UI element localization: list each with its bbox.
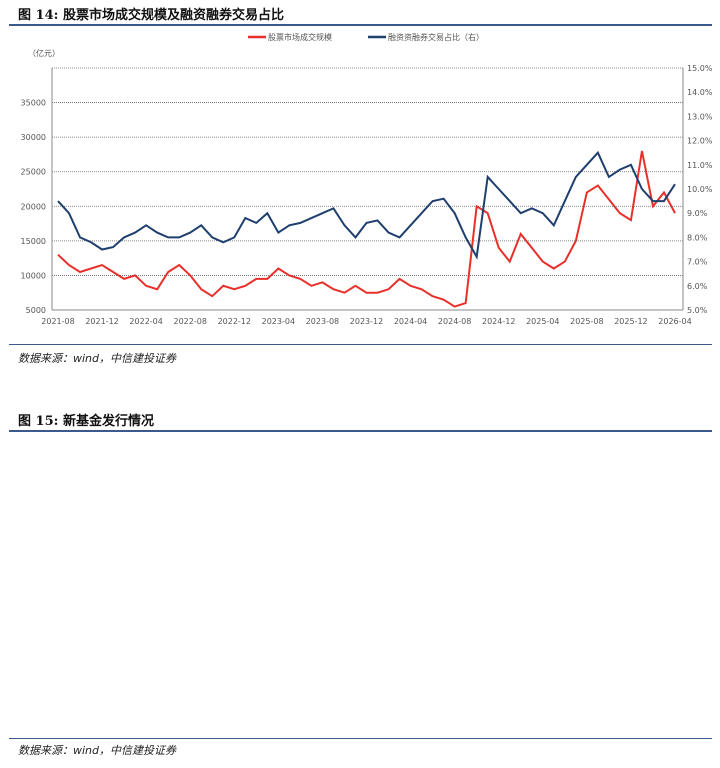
figure15-title: 图 15: 新基金发行情况 <box>18 414 154 429</box>
x-tick-label: 2021-08 <box>41 317 74 325</box>
y-tick-label: 20000 <box>21 202 46 211</box>
y-tick-label: 25000 <box>21 168 46 177</box>
x-tick-label: 2024-08 <box>438 317 471 325</box>
y-right-tick-label: 8.0% <box>687 233 708 242</box>
y-right-tick-label: 9.0% <box>687 209 708 218</box>
divider <box>9 344 712 345</box>
y-tick-label: 10000 <box>21 271 46 280</box>
y-tick-label: 30000 <box>21 133 46 142</box>
divider <box>9 430 712 432</box>
x-tick-label: 2025-08 <box>570 317 603 325</box>
y-right-tick-label: 15.0% <box>687 64 713 73</box>
x-tick-label: 2024-04 <box>394 317 427 325</box>
figure15-chart: 0204060801001201401602002202402602803003… <box>0 0 720 330</box>
figure15-source: 数据来源：wind，中信建投证券 <box>18 744 177 757</box>
x-tick-label: 2023-12 <box>350 317 383 325</box>
x-tick-label: 2025-04 <box>526 317 559 325</box>
x-tick-label: 2023-08 <box>306 317 339 325</box>
unit-label: （亿元） <box>28 48 60 58</box>
y-right-tick-label: 6.0% <box>687 282 708 291</box>
x-tick-label: 2022-08 <box>173 317 206 325</box>
y-right-tick-label: 13.0% <box>687 112 713 121</box>
margin-ratio-line <box>57 150 676 260</box>
x-tick-label: 2026-04 <box>658 317 691 325</box>
y-tick-label: 15000 <box>21 237 46 246</box>
y-right-tick-label: 14.0% <box>687 88 713 97</box>
figure14-source: 数据来源：wind，中信建投证券 <box>18 352 177 365</box>
x-tick-label: 2023-04 <box>262 317 295 325</box>
y-right-tick-label: 10.0% <box>687 185 713 194</box>
y-right-tick-label: 7.0% <box>687 258 708 267</box>
turnover-line <box>57 150 676 308</box>
y-right-tick-label: 11.0% <box>687 161 713 170</box>
y-tick-label: 35000 <box>21 99 46 108</box>
x-tick-label: 2021-12 <box>85 317 118 325</box>
x-tick-label: 2022-04 <box>129 317 162 325</box>
x-tick-label: 2024-12 <box>482 317 515 325</box>
figure14-chart: 5000 10000 15000 20000 25000 30000 35000 5.0% 6.… <box>21 32 713 325</box>
divider <box>9 24 712 26</box>
x-tick-label: 2025-12 <box>614 317 647 325</box>
x-tick-label: 2022-12 <box>218 317 251 325</box>
legend-label: 融资资融券交易占比（右） <box>388 32 484 42</box>
legend-label: 股票市场成交规模 <box>268 32 332 42</box>
y-right-tick-label: 12.0% <box>687 137 713 146</box>
divider <box>9 738 712 739</box>
figure14-title: 图 14: 股票市场成交规模及融资融券交易占比 <box>18 8 284 23</box>
y-tick-label: 5000 <box>26 306 46 315</box>
y-right-tick-label: 5.0% <box>687 306 708 315</box>
